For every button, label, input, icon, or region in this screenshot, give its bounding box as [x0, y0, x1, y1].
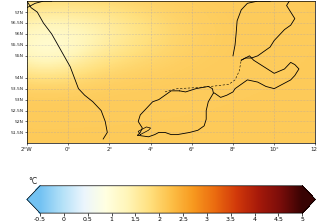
PathPatch shape: [27, 186, 40, 213]
Text: °C: °C: [28, 177, 37, 186]
PathPatch shape: [302, 186, 315, 213]
